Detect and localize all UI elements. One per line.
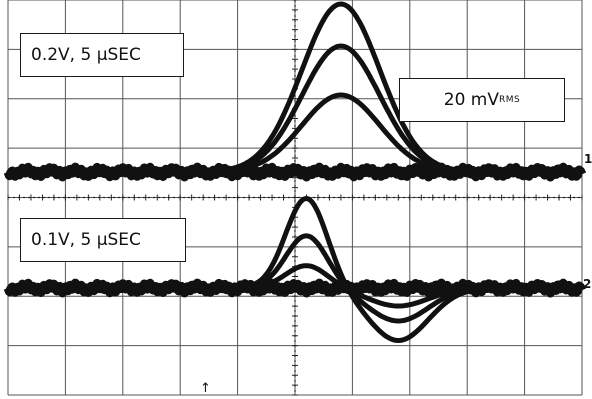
channel-2-scale-label: 0.1V, 5 µSEC xyxy=(20,218,186,262)
noise-level-unit: RMS xyxy=(499,95,521,105)
ch1-trace xyxy=(7,1,583,175)
noise-level-label: 20 mV RMS xyxy=(399,78,565,122)
channel-1-traces xyxy=(3,1,587,182)
noise-level-text: 20 mV xyxy=(443,90,499,110)
channel-1-scale-label: 0.2V, 5 µSEC xyxy=(20,33,184,77)
channel-1-scale-text: 0.2V, 5 µSEC xyxy=(31,45,141,65)
channel-2-marker: 2 xyxy=(583,277,592,291)
channel-2-scale-text: 0.1V, 5 µSEC xyxy=(31,230,141,250)
channel-1-marker: 1 xyxy=(584,152,592,166)
ch2-trace xyxy=(7,263,583,309)
channel-2-traces xyxy=(3,196,587,343)
trigger-arrow-icon: ↑ xyxy=(200,381,211,396)
